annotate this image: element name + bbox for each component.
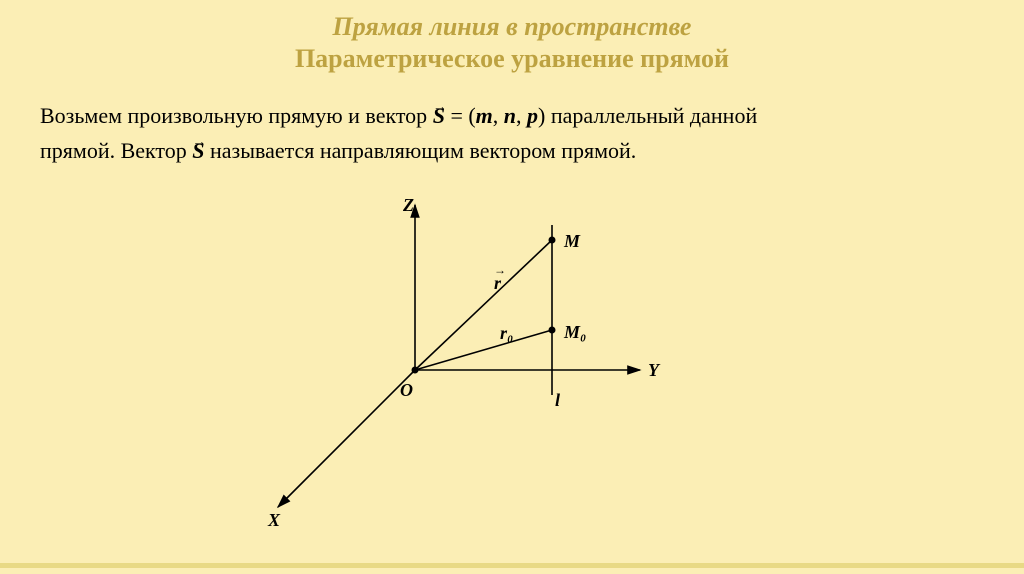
label-m0: M₀ [564,322,586,343]
bottom-rule [0,563,1024,568]
comp-m: m [476,103,493,128]
label-o: O [400,380,413,401]
vector-arrow-icon: → [192,132,204,154]
label-z: Z [403,195,414,216]
comp-n: n [504,103,516,128]
label-vec-r0: r₀ [500,323,513,344]
diagram: Z Y X O M M₀ l → r r₀ [260,195,760,535]
point-m [549,237,556,244]
label-x: X [268,510,280,531]
label-l: l [555,390,560,411]
body-text: Возьмем произвольную прямую и вектор →S … [0,74,1024,168]
vector-s: →S [433,103,445,128]
diagram-svg [260,195,760,535]
body-p2a: прямой. Вектор [40,138,192,163]
label-y: Y [648,360,659,381]
point-m0 [549,327,556,334]
title-block: Прямая линия в пространстве Параметричес… [0,0,1024,74]
label-vec-r: → r [494,273,501,294]
eq-open: = ( [445,103,476,128]
title-main: Прямая линия в пространстве [0,12,1024,42]
label-m: M [564,231,580,252]
point-o [412,367,419,374]
title-sub: Параметрическое уравнение прямой [0,44,1024,74]
vector-arrow-icon: → [433,97,445,119]
body-p2b: называется направляющим вектором прямой. [205,138,637,163]
axis-x [278,370,415,507]
body-p1a: Возьмем произвольную прямую и вектор [40,103,433,128]
vector-arrow-icon: → [494,263,501,278]
comp-p: p [527,103,538,128]
body-p1b: параллельный данной [545,103,757,128]
vector-s-2: →S [192,138,204,163]
slide: Прямая линия в пространстве Параметричес… [0,0,1024,574]
